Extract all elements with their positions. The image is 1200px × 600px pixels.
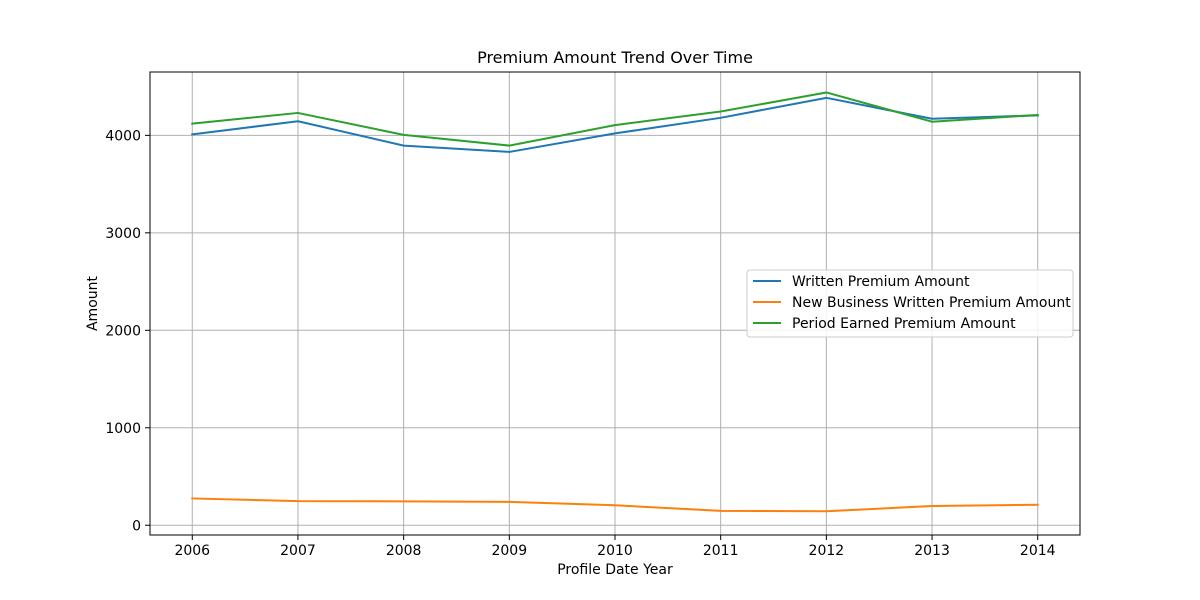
series-group [191, 91, 1039, 513]
y-tick-label: 1000 [105, 421, 141, 437]
series-line-3 [191, 91, 1039, 147]
y-tick-label: 2000 [105, 323, 141, 339]
y-axis-ticks: 0 1000 2000 3000 4000 [105, 128, 150, 534]
x-axis-label: Profile Date Year [557, 562, 673, 578]
x-tick-label: 2014 [1020, 543, 1056, 559]
x-tick-label: 2010 [597, 543, 633, 559]
x-tick-label: 2008 [386, 543, 422, 559]
legend-label: Written Premium Amount [792, 274, 970, 290]
legend-label: New Business Written Premium Amount [792, 295, 1071, 311]
grid [150, 72, 1080, 535]
x-tick-label: 2007 [280, 543, 316, 559]
y-tick-label: 0 [132, 518, 141, 534]
y-axis-label: Amount [85, 275, 101, 331]
x-tick-label: 2006 [174, 543, 210, 559]
x-tick-label: 2012 [809, 543, 845, 559]
series-line-2 [191, 497, 1039, 513]
legend-box [746, 269, 1074, 338]
y-tick-label: 3000 [105, 226, 141, 242]
legend: Written Premium Amount New Business Writt… [746, 269, 1074, 338]
legend-label: Period Earned Premium Amount [792, 316, 1016, 332]
x-axis-ticks: 2006 2007 2008 2009 2010 2011 2012 2013 2014 [174, 535, 1056, 559]
y-tick-label: 4000 [105, 128, 141, 144]
x-tick-label: 2011 [703, 543, 739, 559]
x-tick-label: 2009 [491, 543, 527, 559]
x-tick-label: 2013 [914, 543, 950, 559]
chart-title: Premium Amount Trend Over Time [477, 48, 753, 67]
